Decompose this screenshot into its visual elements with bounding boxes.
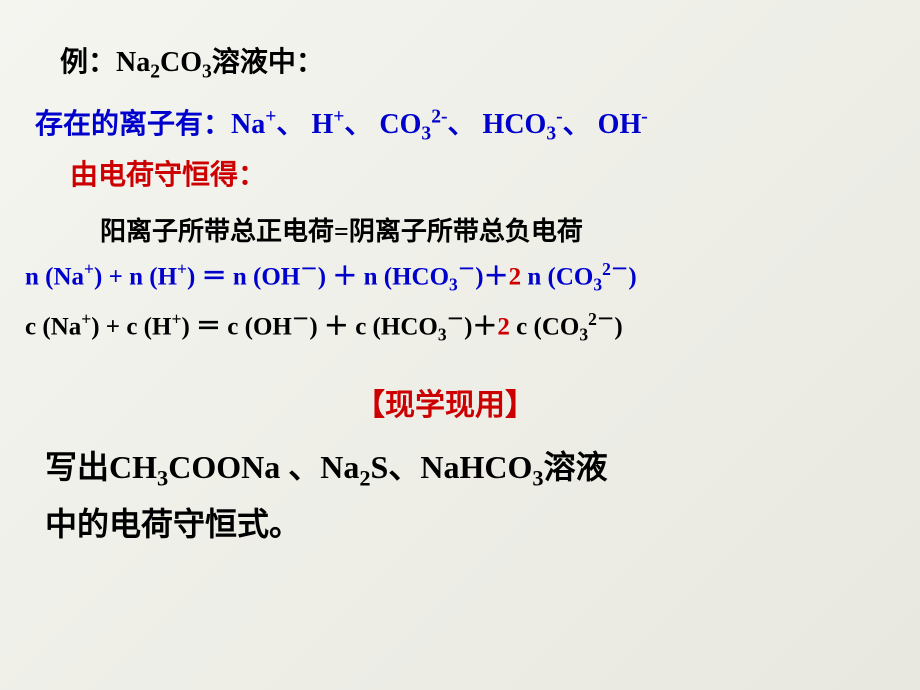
concentration-equation: c (Na+) + c (H+) ＝ c (OH－) ＋ c (HCO3－)＋2… xyxy=(25,306,880,345)
coef-2c: 2 xyxy=(497,313,510,340)
ion-na: Na+ xyxy=(231,109,276,140)
formula-na2co3: Na2CO3 xyxy=(116,47,212,78)
example-suffix: 溶液中： xyxy=(212,47,324,78)
coef-2: 2 xyxy=(509,264,522,291)
ions-present: 存在的离子有：Na+、 H+、 CO32-、 HCO3-、 OH- xyxy=(35,102,880,146)
practice-heading: 【现学现用】 xyxy=(10,380,880,424)
example-title: 例：Na2CO3溶液中： xyxy=(60,40,880,84)
charge-conservation-label: 由电荷守恒得： xyxy=(70,153,880,193)
mole-equation: n (Na+) + n (H+) ＝ n (OH－) ＋ n (HCO3－)＋2… xyxy=(25,256,880,295)
ion-oh: OH- xyxy=(598,109,648,140)
ion-h: H+ xyxy=(311,109,344,140)
ion-co3: CO32- xyxy=(379,109,447,140)
ion-hco3: HCO3- xyxy=(483,109,563,140)
practice-question-2: 中的电荷守恒式。 xyxy=(45,499,880,545)
ions-prefix: 存在的离子有： xyxy=(35,109,231,140)
practice-question-1: 写出CH3COONa 、Na2S、NaHCO3溶液 xyxy=(45,442,880,491)
example-prefix: 例： xyxy=(60,47,116,78)
charge-balance-statement: 阳离子所带总正电荷=阴离子所带总负电荷 xyxy=(100,211,880,248)
